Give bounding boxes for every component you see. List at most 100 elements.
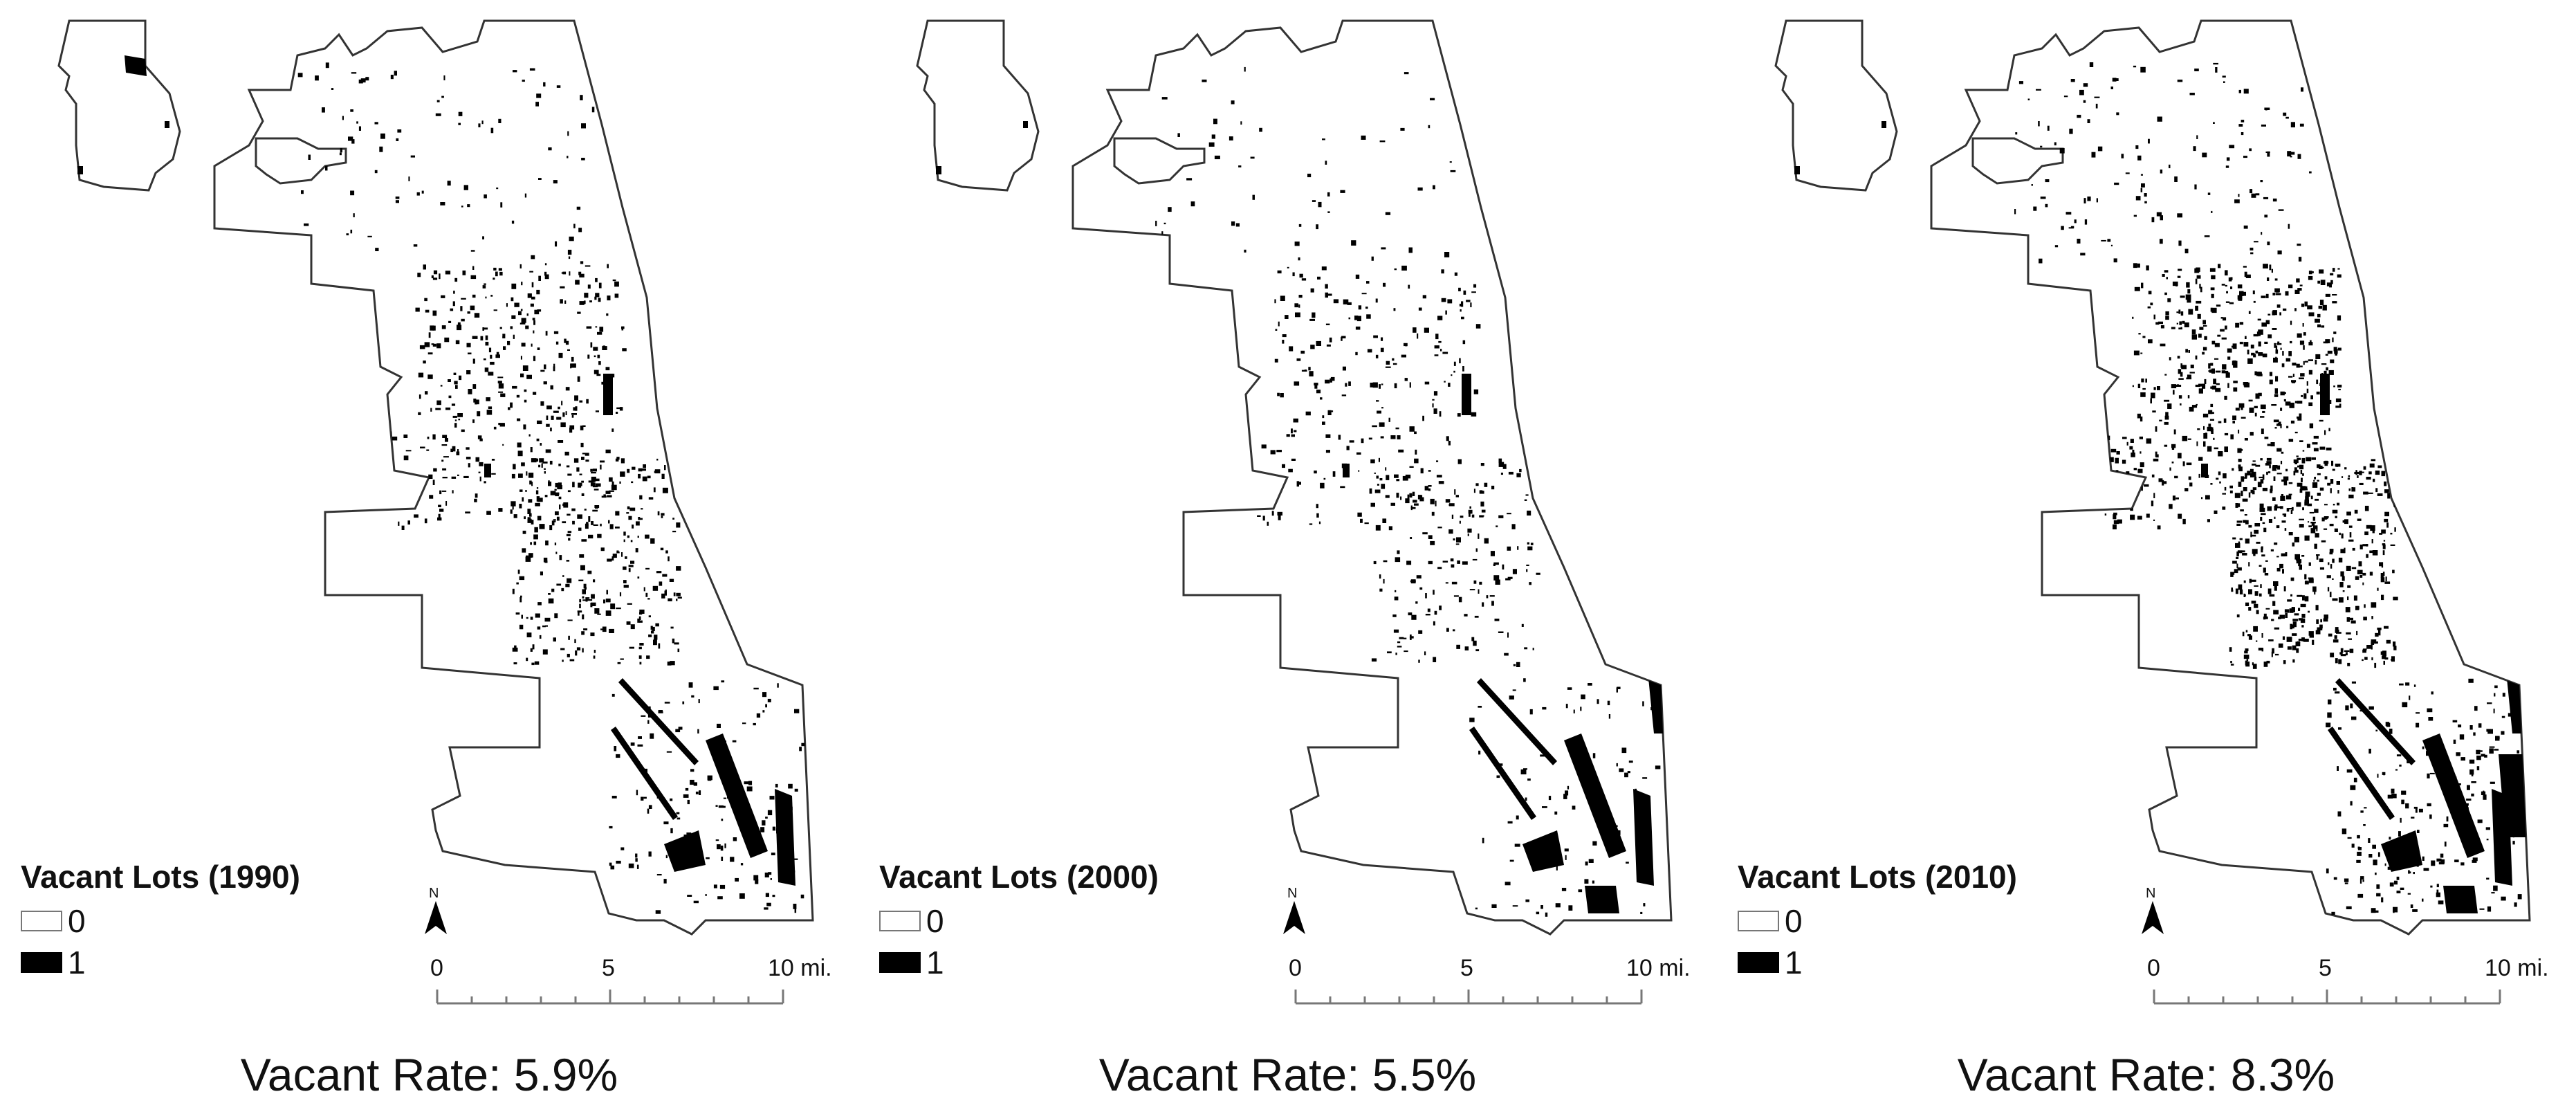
vacant-lot xyxy=(2496,736,2500,739)
vacant-lot xyxy=(2440,859,2445,864)
vacant-lot xyxy=(2239,341,2243,345)
vacant-lot xyxy=(2376,884,2380,889)
vacant-strip xyxy=(611,727,678,820)
vacant-lot xyxy=(2304,535,2310,541)
vacant-lot xyxy=(2196,441,2198,446)
vacant-lot xyxy=(578,579,584,581)
vacant-lot xyxy=(623,531,626,536)
vacant-lot xyxy=(2364,604,2366,608)
vacant-lot xyxy=(2378,630,2381,636)
vacant-lot xyxy=(1527,510,1531,516)
vacant-lot xyxy=(1418,307,1422,311)
vacant-lot xyxy=(592,468,597,472)
vacant-lot xyxy=(2235,322,2240,328)
vacant-lot xyxy=(550,491,556,495)
vacant-lot xyxy=(462,270,466,275)
vacant-lot xyxy=(2263,197,2269,199)
vacant-lot xyxy=(478,123,481,127)
vacant-lot xyxy=(661,473,665,479)
vacant-lot xyxy=(2189,93,2195,95)
vacant-lot xyxy=(2235,543,2241,548)
vacant-lot xyxy=(2298,608,2301,611)
vacant-lot xyxy=(1322,421,1325,425)
vacant-lot xyxy=(2274,343,2276,348)
vacant-lot xyxy=(2407,893,2411,895)
vacant-lot xyxy=(2288,493,2292,495)
vacant-lot xyxy=(2237,448,2242,453)
vacant-lot xyxy=(1474,615,1479,618)
vacant-lot xyxy=(514,645,517,650)
vacant-lot xyxy=(537,602,542,605)
vacant-lot xyxy=(2483,794,2487,800)
vacant-lot xyxy=(594,505,600,508)
vacant-lot xyxy=(2126,471,2130,477)
vacant-lot xyxy=(2304,574,2307,580)
vacant-lot xyxy=(2517,894,2522,900)
vacant-lot xyxy=(609,826,613,829)
vacant-lot xyxy=(628,863,634,868)
vacant-lot xyxy=(2274,585,2277,591)
vacant-lot xyxy=(2351,681,2356,684)
vacant-lot xyxy=(793,904,797,909)
vacant-lot xyxy=(2180,295,2185,298)
vacant-lot xyxy=(1479,491,1484,494)
vacant-lot xyxy=(609,524,614,529)
vacant-lot xyxy=(538,178,542,180)
vacant-lot xyxy=(1349,440,1354,443)
vacant-lot xyxy=(410,155,415,158)
vacant-lot xyxy=(441,459,444,462)
vacant-lot xyxy=(1314,384,1318,389)
vacant-lot xyxy=(1568,905,1573,911)
vacant-lot xyxy=(498,423,501,426)
vacant-lot xyxy=(606,590,608,594)
vacant-lot xyxy=(2353,595,2357,601)
vacant-lot xyxy=(2097,146,2103,152)
vacant-lot xyxy=(647,808,650,814)
vacant-lot xyxy=(535,502,540,507)
vacant-lot xyxy=(2118,503,2124,507)
vacant-lot xyxy=(2460,862,2465,866)
vacant-lot xyxy=(1379,588,1383,592)
vacant-lot xyxy=(1322,138,1325,140)
vacant-lot xyxy=(1597,699,1599,704)
vacant-lot xyxy=(2352,547,2355,551)
vacant-lot xyxy=(2274,506,2277,511)
ohare-cutout xyxy=(1113,137,1206,185)
vacant-lot xyxy=(2203,441,2206,447)
vacant-lot xyxy=(1340,190,1345,193)
vacant-lot xyxy=(533,356,536,361)
vacant-lot xyxy=(641,715,646,717)
vacant-lot xyxy=(2215,388,2221,392)
vacant-lot xyxy=(454,277,458,282)
vacant-lot xyxy=(2299,524,2304,528)
vacant-lot xyxy=(2230,434,2234,439)
vacant-lot xyxy=(1455,495,1459,498)
vacant-lot xyxy=(525,325,529,329)
vacant-lot xyxy=(1211,134,1215,139)
vacant-lot xyxy=(2346,617,2350,622)
vacant-lot xyxy=(2272,465,2278,468)
vacant-lot xyxy=(2188,476,2191,480)
vacant-lot xyxy=(605,610,611,616)
vacant-lot xyxy=(2213,437,2215,440)
vacant-lot xyxy=(2389,882,2394,887)
vacant-lot xyxy=(579,273,585,277)
vacant-lot xyxy=(558,440,564,443)
vacant-lot xyxy=(2267,444,2272,446)
vacant-lot xyxy=(2263,662,2268,667)
vacant-lot xyxy=(717,896,723,900)
vacant-lot xyxy=(1453,595,1459,597)
vacant-lot xyxy=(1527,542,1529,545)
vacant-lot xyxy=(2291,381,2295,383)
vacant-lot xyxy=(1495,579,1500,585)
vacant-lot xyxy=(2332,598,2338,601)
vacant-lot xyxy=(2250,531,2252,538)
vacant-lot xyxy=(472,336,478,339)
vacant-lot xyxy=(1444,252,1450,257)
vacant-lot xyxy=(1408,247,1413,253)
vacant-lot xyxy=(2193,146,2196,152)
vacant-lot xyxy=(2252,464,2256,466)
vacant-lot xyxy=(1464,646,1469,650)
vacant-lot xyxy=(2294,613,2299,616)
vacant-lot xyxy=(430,325,434,331)
